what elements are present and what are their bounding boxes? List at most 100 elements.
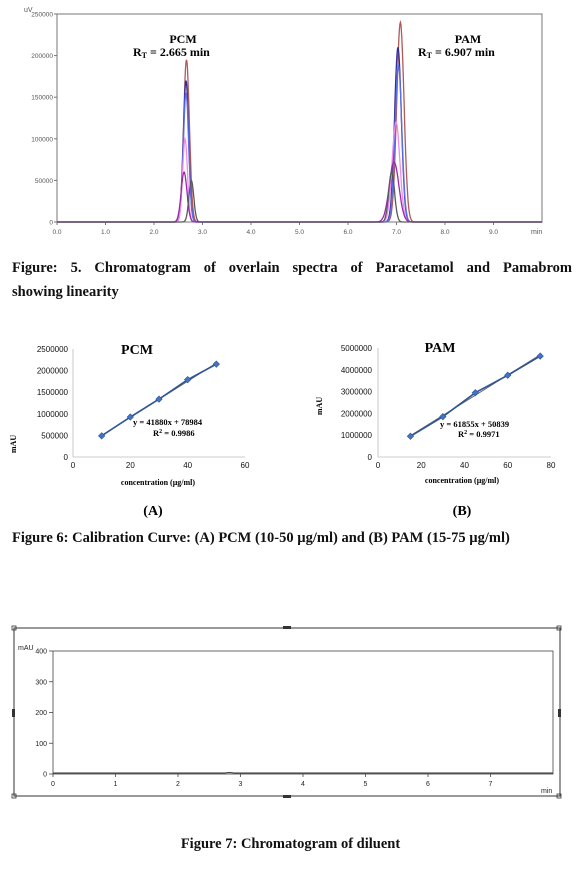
figure6-caption: Figure 6: Calibration Curve: (A) PCM (10… xyxy=(12,530,510,546)
calibration-panel-a: PCM mAU 0 500000 1000000 1500000 2000000 2500… xyxy=(9,343,250,487)
corner-handle-tl xyxy=(11,625,17,631)
fig5-y-ticks: 0 50000 100000 150000 200000 250000 xyxy=(31,12,57,227)
panel-a-r2: R2 = 0.9986 xyxy=(153,428,195,438)
pa-x-tick-label: 40 xyxy=(183,461,192,470)
pb-data-point xyxy=(471,389,479,397)
panel-a-title: PCM xyxy=(121,343,153,358)
fig5-y-tick-label: 200000 xyxy=(31,53,53,60)
resize-handle-right xyxy=(558,709,561,717)
pb-x-tick-label: 60 xyxy=(503,461,512,470)
panel-a-letter: (A) xyxy=(143,504,163,519)
fig7-x-tick-label: 1 xyxy=(114,781,118,788)
pa-y-tick-label: 500000 xyxy=(41,431,68,440)
fig5-x-tick-label: 5.0 xyxy=(295,229,304,236)
fig5-x-tick-label: 6.0 xyxy=(343,229,352,236)
resize-handle-left xyxy=(12,709,15,717)
fig5-x-ticks: 0.0 1.0 2.0 3.0 4.0 5.0 6.0 7.0 8.0 9.0 xyxy=(52,222,498,236)
panel-b-letter: (B) xyxy=(453,504,472,519)
pa-y-tick-label: 2000000 xyxy=(37,367,69,376)
fig5-x-tick-label: 0.0 xyxy=(52,229,61,236)
pcm-peak-label: PCM xyxy=(169,32,196,46)
corner-handle-tr xyxy=(556,625,562,631)
pb-x-tick-label: 0 xyxy=(376,461,381,470)
calibration-panel-b: PAM mAU 0 1000000 2000000 3000000 4000000 500… xyxy=(315,341,556,485)
corner-handle-br xyxy=(556,793,562,799)
fig5-y-tick-label: 100000 xyxy=(31,136,53,143)
pa-data-point xyxy=(212,360,220,368)
pa-data-point xyxy=(155,395,163,403)
pb-y-tick-label: 3000000 xyxy=(341,388,373,397)
fig7-x-tick-label: 5 xyxy=(364,781,368,788)
pb-x-tick-label: 20 xyxy=(417,461,426,470)
fig5-y-tick-label: 0 xyxy=(49,220,53,227)
panel-b-equation: y = 61855x + 50839 xyxy=(440,419,509,429)
figure5-caption-line1: Figure: 5. Chromatogram of overlain spec… xyxy=(12,260,572,276)
panel-b-ylabel: mAU xyxy=(315,397,324,415)
fig5-series-group xyxy=(57,19,542,223)
pa-y-tick-label: 1000000 xyxy=(37,410,69,419)
pb-data-point xyxy=(504,371,512,379)
fig7-x-tick-label: 2 xyxy=(176,781,180,788)
pa-y-tick-label: 1500000 xyxy=(37,388,69,397)
fig5-plot-frame xyxy=(56,13,543,223)
figure7-chromatogram: mAU min 0 100 200 300 400 0 1 2 3 4 5 6 7 xyxy=(11,625,562,799)
pb-x-tick-label: 40 xyxy=(460,461,469,470)
pa-data-point xyxy=(98,432,106,440)
fig7-y-tick-label: 300 xyxy=(35,679,47,686)
fig5-x-tick-label: 9.0 xyxy=(489,229,498,236)
pa-x-tick-label: 0 xyxy=(71,461,76,470)
fig5-series-6 xyxy=(57,170,542,223)
pb-y-tick-label: 0 xyxy=(368,453,373,462)
pb-data-point xyxy=(536,352,544,360)
fig7-y-tick-label: 200 xyxy=(35,710,47,717)
pb-y-tick-label: 1000000 xyxy=(341,431,373,440)
fig5-x-tick-label: 3.0 xyxy=(198,229,207,236)
pb-data-point xyxy=(439,413,447,421)
fig7-x-tick-label: 0 xyxy=(51,781,55,788)
panel-a-points xyxy=(98,360,220,440)
fig7-outer-frame xyxy=(13,627,561,797)
pb-data-point xyxy=(406,432,415,440)
pa-y-tick-label: 2500000 xyxy=(37,345,69,354)
fig5-x-tick-label: 1.0 xyxy=(101,229,110,236)
figure7-caption: Figure 7: Chromatogram of diluent xyxy=(180,836,401,852)
resize-handle-top xyxy=(283,626,291,629)
fig5-unit-label: uV xyxy=(24,7,33,14)
pb-y-tick-label: 4000000 xyxy=(341,366,373,375)
pcm-rt-label: RT = 2.665 min xyxy=(133,45,210,60)
fig5-x-tick-label: 4.0 xyxy=(246,229,255,236)
fig5-y-tick-label: 250000 xyxy=(31,12,53,19)
pb-y-tick-label: 5000000 xyxy=(341,344,373,353)
panel-b-r2: R2 = 0.9971 xyxy=(458,429,500,439)
fig7-y-unit: mAU xyxy=(18,645,34,652)
figure6-calibration: PCM mAU 0 500000 1000000 1500000 2000000 2500… xyxy=(9,341,556,519)
panel-b-xlabel: concentration (µg/ml) xyxy=(425,476,499,485)
fig5-x-tick-label: 2.0 xyxy=(149,229,158,236)
panel-a-xlabel: concentration (µg/ml) xyxy=(121,478,195,487)
fig7-y-tick-label: 0 xyxy=(43,772,47,779)
panel-b-title: PAM xyxy=(425,341,456,356)
pam-rt-label: RT = 6.907 min xyxy=(418,45,495,60)
fig5-y-tick-label: 50000 xyxy=(35,178,53,185)
panel-b-ticks: 0 1000000 2000000 3000000 4000000 5000000 0 20 4… xyxy=(341,344,556,470)
fig5-x-tick-label: 7.0 xyxy=(392,229,401,236)
panel-a-ylabel: mAU xyxy=(9,435,18,453)
fig5-x-unit: min xyxy=(531,229,542,236)
figure5-chromatogram: uV 0 50000 100000 150000 200000 250000 0.0 1.0… xyxy=(24,7,543,236)
fig7-plot-frame xyxy=(52,650,554,775)
fig7-y-tick-label: 100 xyxy=(35,741,47,748)
figure5-caption-line2: showing linearity xyxy=(12,284,119,300)
pam-peak-label: PAM xyxy=(455,32,481,46)
panel-b-points xyxy=(406,352,544,440)
fig7-y-tick-label: 400 xyxy=(35,649,47,656)
panel-a-equation: y = 41880x + 78984 xyxy=(133,417,203,427)
fig7-x-tick-label: 6 xyxy=(426,781,430,788)
pa-data-point xyxy=(184,376,192,384)
resize-handle-bottom xyxy=(283,795,291,798)
fig7-x-tick-label: 4 xyxy=(301,781,305,788)
fig7-x-tick-label: 7 xyxy=(489,781,493,788)
pb-y-tick-label: 2000000 xyxy=(341,409,373,418)
fig7-ticks: 0 100 200 300 400 0 1 2 3 4 5 6 7 xyxy=(35,649,492,789)
pa-x-tick-label: 20 xyxy=(126,461,135,470)
fig7-x-unit: min xyxy=(541,788,552,795)
